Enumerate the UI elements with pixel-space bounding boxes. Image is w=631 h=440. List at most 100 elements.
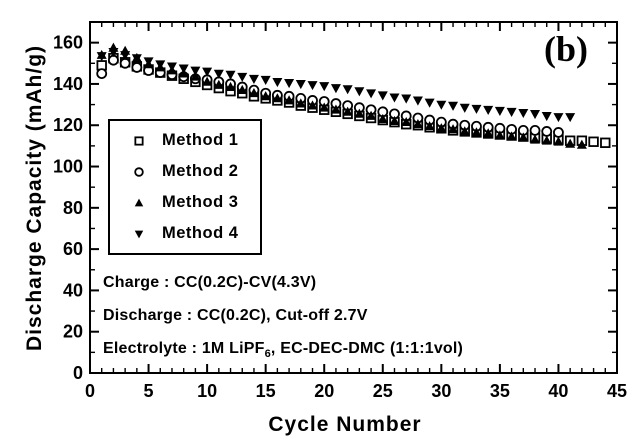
data-point-method-4 [471,104,482,114]
y-tick-label: 40 [63,280,83,300]
data-point-method-4 [319,82,330,92]
data-point-method-2 [96,68,108,80]
annotations: Charge : CC(0.2C)-CV(4.3V) Discharge : C… [103,271,463,370]
data-point-method-4 [377,91,388,101]
data-point-method-4 [96,52,107,62]
data-point-method-3 [366,110,377,120]
data-point-method-4 [120,51,131,61]
annotation-electrolyte-text: Electrolyte : 1M LiPF [103,340,265,357]
filled-triangle-up-icon [134,198,144,206]
x-tick-label: 30 [431,381,451,401]
annotation-discharge: Discharge : CC(0.2C), Cut-off 2.7V [103,307,368,324]
data-point-method-3 [553,136,564,146]
data-point-method-4 [143,57,154,67]
legend-label: Method 2 [162,162,239,180]
data-point-method-4 [155,60,166,70]
x-tick-label: 0 [85,381,95,401]
data-point-method-4 [330,84,341,94]
data-point-method-3 [377,113,388,123]
data-point-method-2 [131,62,143,73]
annotation-electrolyte-tail: , EC-DEC-DMC (1:1:1vol) [270,340,464,357]
data-point-method-2 [529,124,541,136]
data-point-method-3 [237,84,248,95]
data-point-method-3 [506,131,517,141]
data-point-method-4 [401,94,412,104]
data-point-method-4 [448,101,459,111]
y-tick-label: 140 [53,74,83,94]
x-tick-label: 5 [144,381,154,401]
data-point-method-3 [530,134,541,144]
data-point-method-4 [342,85,353,95]
data-point-method-4 [248,74,259,84]
data-point-method-4 [553,113,564,123]
data-point-method-3 [202,76,213,86]
y-tick-label: 120 [53,115,83,135]
y-tick-label: 100 [53,157,83,177]
data-point-method-4 [178,64,189,74]
annotation-charge: Charge : CC(0.2C)-CV(4.3V) [103,274,317,291]
data-point-method-3 [284,95,295,105]
x-tick-label: 10 [197,381,217,401]
data-point-method-3 [483,128,494,138]
data-point-method-3 [471,127,482,137]
data-point-method-3 [213,79,224,89]
open-square-icon [134,135,144,146]
data-point-method-3 [190,71,201,81]
data-point-method-4 [202,67,213,77]
data-point-method-3 [459,126,470,136]
data-point-method-3 [401,116,412,127]
data-point-method-3 [295,98,306,108]
data-point-method-4 [366,89,377,99]
data-point-method-4 [237,72,248,82]
data-point-method-4 [190,66,201,76]
y-axis-title: Discharge Capacity (mAh/g) [23,45,46,351]
x-axis-title: Cycle Number [268,413,421,436]
data-point-method-4 [459,103,470,113]
annotation-electrolyte: Electrolyte : 1M LiPF6, EC-DEC-DMC (1:1:… [103,337,463,370]
data-point-method-4 [483,105,494,115]
x-tick-label: 45 [607,381,627,401]
data-point-method-4 [166,62,177,72]
data-point-method-3 [541,135,552,145]
legend-item-method-2: Method 2 [110,162,260,181]
panel-label: (b) [544,29,588,69]
open-circle-icon [134,166,144,177]
data-point-method-3 [342,106,353,116]
legend-item-method-1: Method 1 [110,131,260,150]
data-point-method-4 [272,77,283,88]
data-point-method-4 [131,54,142,64]
data-point-method-4 [518,108,529,119]
x-tick-label: 15 [256,381,276,401]
data-point-method-4 [436,100,447,110]
data-point-method-4 [565,113,576,123]
data-point-method-3 [260,91,271,101]
data-point-method-4 [389,93,400,103]
data-point-method-3 [389,115,400,126]
data-point-method-3 [424,121,435,131]
data-point-method-4 [354,87,365,97]
data-point-method-3 [448,124,459,134]
annotation-electrolyte-subscript: 6 [264,348,271,361]
x-tick-label: 25 [373,381,393,401]
data-point-method-1 [588,136,599,147]
data-point-method-4 [260,75,271,86]
data-point-method-3 [518,132,529,142]
data-point-method-3 [307,100,318,110]
data-point-method-3 [436,123,447,133]
legend-item-method-3: Method 3 [110,193,260,212]
data-point-method-4 [225,70,236,80]
data-point-method-4 [412,96,423,106]
data-point-method-3 [412,119,423,129]
data-point-method-3 [248,88,259,98]
x-tick-label: 40 [548,381,568,401]
data-point-method-1 [600,137,611,148]
data-point-method-3 [354,108,365,118]
legend-label: Method 3 [162,193,239,211]
data-point-method-3 [272,93,283,103]
data-point-method-3 [319,102,330,112]
data-point-method-3 [576,139,587,149]
x-tick-label: 20 [314,381,334,401]
y-tick-label: 60 [63,239,83,259]
